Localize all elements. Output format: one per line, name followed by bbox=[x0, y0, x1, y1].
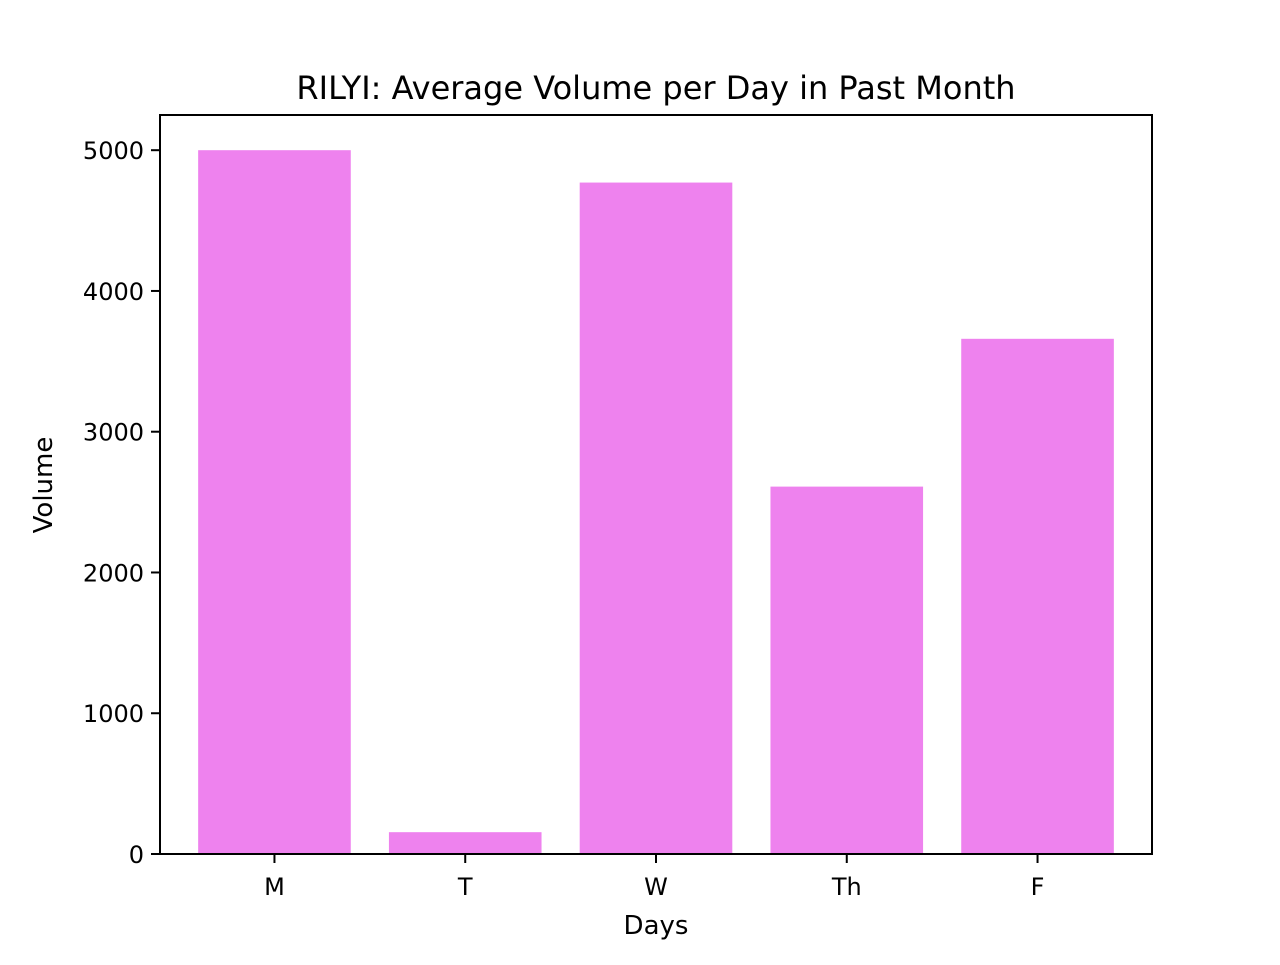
chart-title: RILYI: Average Volume per Day in Past Mo… bbox=[296, 69, 1015, 107]
y-tick-label: 4000 bbox=[83, 278, 144, 306]
bar-w bbox=[579, 182, 733, 854]
x-axis-label: Days bbox=[624, 911, 689, 941]
bar-th bbox=[770, 486, 924, 854]
bar-f bbox=[961, 338, 1114, 855]
x-tick-label: T bbox=[457, 873, 473, 901]
y-axis: 0 1000 2000 3000 4000 5000 bbox=[83, 137, 160, 869]
y-axis-label: Volume bbox=[29, 437, 59, 534]
bar-t bbox=[388, 832, 542, 854]
x-tick-label: F bbox=[1031, 873, 1045, 901]
x-tick-label: Th bbox=[831, 873, 862, 901]
y-tick-label: 3000 bbox=[83, 419, 144, 447]
y-tick-label: 0 bbox=[129, 841, 144, 869]
x-tick-label: M bbox=[264, 873, 285, 901]
x-tick-label: W bbox=[644, 873, 668, 901]
y-tick-label: 2000 bbox=[83, 559, 144, 587]
bars-group bbox=[198, 150, 1114, 855]
x-axis: M T W Th F bbox=[264, 854, 1044, 901]
y-tick-label: 5000 bbox=[83, 137, 144, 165]
bar-m bbox=[198, 150, 351, 854]
y-tick-label: 1000 bbox=[83, 700, 144, 728]
